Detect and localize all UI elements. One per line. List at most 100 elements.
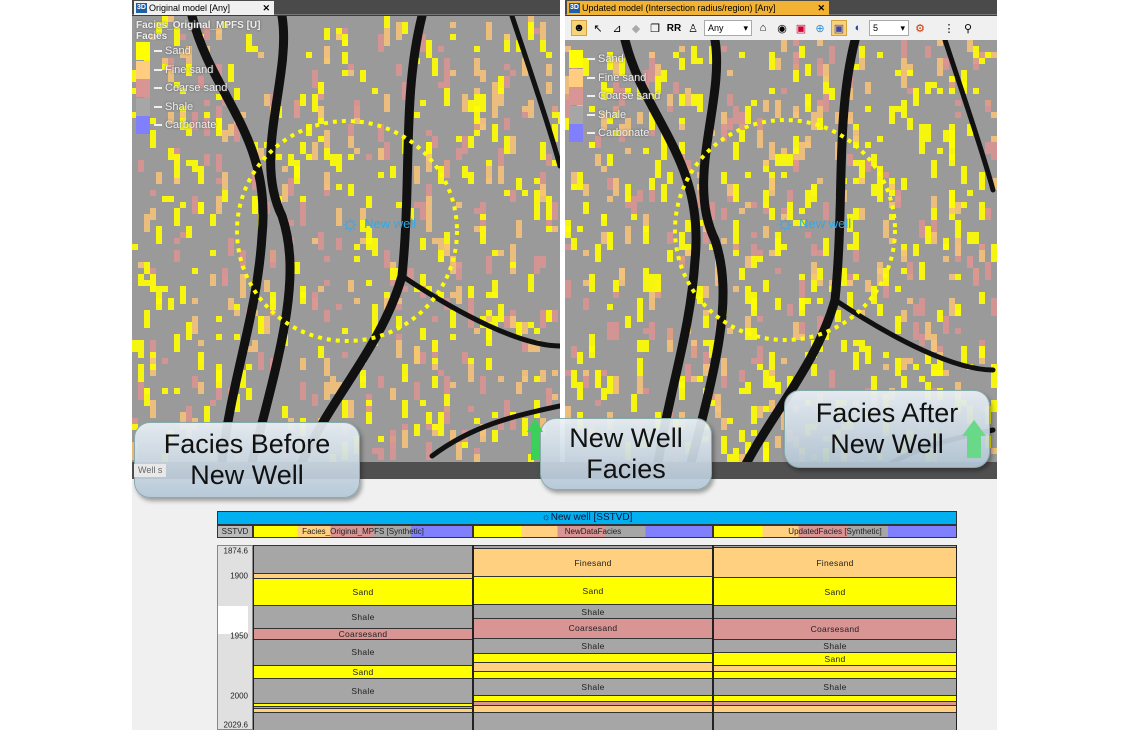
facies-layer: [714, 605, 956, 618]
facies-cell: [348, 64, 354, 70]
facies-cell: [667, 340, 673, 352]
person-icon[interactable]: ♙: [688, 22, 698, 35]
facies-cell: [486, 178, 492, 184]
view-mode-icon[interactable]: ☻: [571, 20, 587, 36]
facies-cell: [823, 94, 829, 112]
fault-line: [832, 297, 996, 373]
tab-well-section[interactable]: Well s: [134, 464, 167, 477]
facies-cell: [162, 64, 168, 70]
facies-cell: [474, 328, 480, 334]
legend-items: Sand Fine sand Coarse sand Shale Carbonate: [136, 42, 260, 135]
track-header[interactable]: UpdatedFacies [Synthetic]: [713, 525, 957, 538]
facies-cell: [426, 286, 432, 292]
display-options-icon[interactable]: ⚙: [915, 22, 925, 35]
facies-cell: [402, 400, 408, 418]
home-icon[interactable]: ⌂: [759, 22, 767, 34]
more-icon[interactable]: ⋮: [943, 22, 955, 35]
pick-tool-icon[interactable]: ⊿: [612, 22, 622, 35]
depth-tick-label: 2029.6: [223, 720, 248, 730]
facies-cell: [486, 292, 492, 298]
select-pointer-icon[interactable]: ↖: [593, 22, 603, 35]
eye-icon[interactable]: ◉: [777, 22, 787, 35]
facies-cell: [540, 172, 546, 190]
copy-view-icon[interactable]: ❐: [650, 22, 660, 35]
facies-cell: [931, 82, 937, 88]
well-header[interactable]: ☼New well [SSTVD]: [217, 511, 957, 525]
3d-view[interactable]: Facies_Original_MPFS [U] Facies Sand Fine…: [132, 16, 560, 462]
facies-cell: [426, 442, 432, 460]
facies-cell: [805, 136, 811, 148]
box-view-icon[interactable]: ▣: [795, 22, 807, 35]
track-header[interactable]: Facies_Original_MPFS [Synthetic]: [253, 525, 473, 538]
facies-cell: [691, 46, 697, 64]
facies-cell: [739, 454, 745, 462]
facies-cell: [793, 52, 799, 64]
close-icon[interactable]: ✕: [262, 3, 270, 13]
number-combo[interactable]: 5 ▾: [869, 20, 909, 36]
facies-cell: [745, 172, 751, 178]
facies-cell: [931, 220, 937, 238]
legend-items: Sand Fine sand Coarse sand Shale Carbonate: [569, 50, 660, 143]
new-well-marker[interactable]: ☼ New well: [340, 212, 416, 234]
facies-cell: [210, 400, 216, 406]
fault-line: [620, 40, 701, 462]
rr-icon[interactable]: RR: [666, 22, 682, 34]
facies-cell: [468, 100, 474, 112]
facies-track[interactable]: Finesand Sand Shale Coarsesand Shale Shale: [473, 545, 713, 730]
facies-cell: [384, 298, 390, 310]
facies-cell: [498, 148, 504, 166]
facies-cell: [799, 322, 805, 334]
facies-track[interactable]: Sand Shale Coarsesand Shale Sand Shale: [253, 545, 473, 730]
facies-cell: [504, 34, 510, 40]
facies-cell: [156, 22, 162, 34]
facies-cell: [522, 190, 528, 196]
track-header[interactable]: NewDataFacies: [473, 525, 713, 538]
facies-cell: [336, 34, 342, 40]
facies-cell: [877, 136, 883, 142]
tab-updated-model[interactable]: 3D Updated model (Intersection radius/re…: [567, 1, 829, 15]
facies-track[interactable]: Finesand Sand Coarsesand Shale Sand Shale: [713, 545, 957, 730]
light-icon[interactable]: ◐: [854, 22, 862, 34]
facies-cell: [498, 76, 504, 94]
facies-cell: [552, 370, 558, 376]
close-icon[interactable]: ✕: [817, 3, 825, 13]
facies-cell: [949, 82, 955, 88]
facies-cell: [246, 346, 252, 352]
facies-cell: [973, 268, 979, 286]
facies-cell: [168, 58, 174, 70]
facies-cell: [787, 202, 793, 220]
facies-cell: [360, 208, 366, 226]
legend-label: Shale: [165, 100, 194, 113]
facies-cell: [781, 214, 787, 220]
facies-cell: [907, 274, 913, 280]
facies-cell: [546, 388, 552, 394]
facies-cell: [300, 196, 306, 202]
facies-cell: [721, 418, 727, 430]
eraser-icon[interactable]: ◆: [631, 22, 641, 35]
facies-layer: [474, 701, 712, 706]
facies-cell: [444, 88, 450, 106]
facies-cell: [895, 106, 901, 112]
facies-cell: [450, 256, 456, 274]
facies-cell: [132, 418, 138, 424]
frame-icon[interactable]: ▣: [831, 20, 847, 36]
filter-combo[interactable]: Any ▾: [704, 20, 752, 36]
facies-layer: [474, 712, 712, 730]
facies-cell: [937, 358, 943, 376]
new-well-marker[interactable]: ☼ New well: [775, 212, 851, 234]
facies-cell: [601, 232, 607, 244]
facies-cell: [396, 316, 402, 328]
facies-cell: [565, 76, 571, 94]
facies-layer: [714, 545, 956, 548]
facies-cell: [583, 298, 589, 310]
facies-cell: [180, 202, 186, 208]
facies-cell: [318, 82, 324, 94]
facies-cell: [787, 190, 793, 202]
facies-cell: [474, 418, 480, 424]
facies-cell: [919, 334, 925, 346]
tab-original-model[interactable]: 3D Original model [Any] ✕: [134, 1, 274, 15]
facies-cell: [318, 232, 324, 250]
facies-cell: [540, 142, 546, 160]
pin-icon[interactable]: ⚲: [963, 22, 973, 35]
target-icon[interactable]: ⊕: [815, 22, 825, 35]
